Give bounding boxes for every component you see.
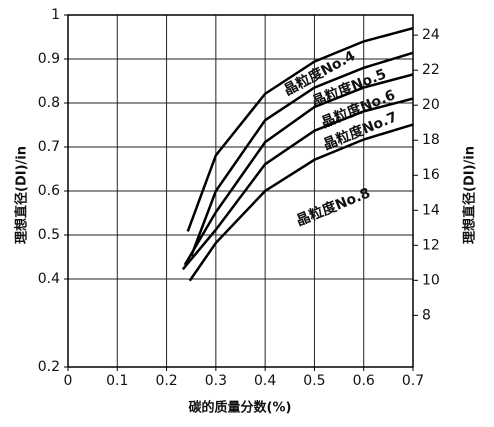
y-tick-label: 0.2 <box>38 359 60 375</box>
series-line <box>183 73 414 266</box>
y2-axis-label: 理想直径(DI)/in <box>462 146 478 244</box>
y2-tick-label: 22 <box>422 62 440 78</box>
x-tick-label: 0.1 <box>106 373 128 389</box>
x-tick-label: 0.3 <box>205 373 227 389</box>
x-tick-label: 0.5 <box>303 373 325 389</box>
x-axis-label: 碳的质量分数(%) <box>189 400 292 416</box>
x-tick-label: 0.7 <box>402 373 424 389</box>
x-tick-label: 0.4 <box>254 373 276 389</box>
series-line <box>188 123 414 282</box>
y-tick-label: 1 <box>51 7 60 23</box>
y-tick-label: 0.4 <box>38 271 60 287</box>
y2-tick-label: 24 <box>422 27 440 43</box>
y2-tick-label: 10 <box>422 272 440 288</box>
x-tick-label: 0 <box>64 373 73 389</box>
plot-frame <box>67 14 414 368</box>
x-tick-label: 0.2 <box>155 373 177 389</box>
y2-tick-label: 18 <box>422 132 440 148</box>
y-tick-label: 0.8 <box>38 95 60 111</box>
y-tick-label: 0.6 <box>38 183 60 199</box>
series-line <box>190 51 414 257</box>
y-axis-label: 理想直径(DI)/in <box>14 146 30 244</box>
y-tick-label: 0.5 <box>38 227 60 243</box>
y-tick-label: 0.9 <box>38 51 60 67</box>
series-line <box>181 97 414 271</box>
y2-tick-label: 14 <box>422 202 440 218</box>
y-tick-label: 0.7 <box>38 139 60 155</box>
x-tick-label: 0.6 <box>353 373 375 389</box>
y2-tick-label: 12 <box>422 237 440 253</box>
series-line <box>186 26 414 232</box>
y2-tick-label: 8 <box>422 307 431 323</box>
y2-tick-label: 20 <box>422 97 440 113</box>
y2-tick-label: 16 <box>422 167 440 183</box>
